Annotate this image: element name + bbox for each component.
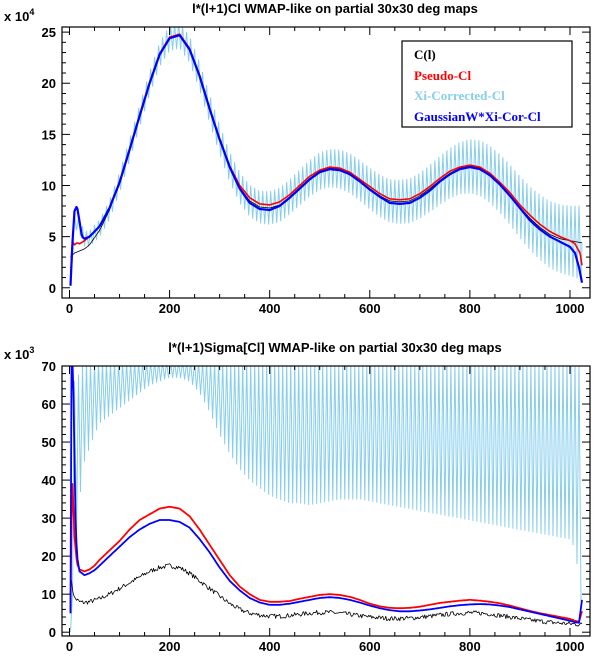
x-tick-label: 0 <box>66 639 73 654</box>
legend-entry-cl: C(l) <box>414 47 436 62</box>
y-tick-label: 60 <box>42 397 56 412</box>
axes: 0 200 400 600 800 1000 0 5 10 15 20 25 <box>42 25 590 316</box>
legend-box <box>401 40 573 128</box>
x-tick-label: 400 <box>259 639 281 654</box>
legend-entry-gaussianw-xi-cor-cl: GaussianW*Xi-Cor-Cl <box>414 109 541 124</box>
y-tick-label: 10 <box>42 179 56 194</box>
series-line-gaussianw-xi-cor-cl <box>69 366 583 624</box>
x-tick-label: 800 <box>459 301 481 316</box>
y-tick-label: 40 <box>42 473 56 488</box>
plot-frame <box>61 365 591 637</box>
bottom-y-multiplier: x 103 <box>4 345 34 362</box>
x-tick-label: 1000 <box>556 639 585 654</box>
top-panel: l*(l+1)Cl WMAP-like on partial 30x30 deg… <box>4 1 591 316</box>
series-group <box>69 366 583 633</box>
series-group <box>69 27 584 286</box>
x-tick-label: 400 <box>259 301 281 316</box>
x-tick-label: 800 <box>459 639 481 654</box>
series-line-pseudo-cl <box>69 483 583 623</box>
series-line-gaussianw-xi-cor-cl <box>69 34 584 286</box>
axes: 0 200 400 600 800 1000 0 10 20 30 40 50 60 70 <box>42 359 590 654</box>
bottom-chart-title: l*(l+1)Sigma[Cl] WMAP-like on partial 30… <box>168 340 501 355</box>
y-tick-label: 15 <box>42 127 56 142</box>
plot-frame <box>61 26 591 299</box>
y-tick-label: 70 <box>42 359 56 374</box>
x-tick-label: 600 <box>359 639 381 654</box>
legend-entry-xi-corrected-cl: Xi-Corrected-Cl <box>414 88 505 103</box>
series-line-xi-corrected-cl <box>70 366 582 633</box>
x-tick-label: 1000 <box>556 301 585 316</box>
bottom-panel: l*(l+1)Sigma[Cl] WMAP-like on partial 30… <box>4 340 591 654</box>
y-tick-label: 0 <box>49 625 56 640</box>
y-tick-label: 5 <box>49 230 56 245</box>
y-tick-label: 0 <box>49 281 56 296</box>
x-tick-label: 200 <box>159 301 181 316</box>
top-legend: C(l) Pseudo-Cl Xi-Corrected-Cl GaussianW… <box>401 40 573 128</box>
y-tick-label: 30 <box>42 511 56 526</box>
x-tick-label: 200 <box>159 639 181 654</box>
y-tick-label: 25 <box>42 25 56 40</box>
legend-entry-pseudo-cl: Pseudo-Cl <box>414 68 471 83</box>
y-tick-label: 50 <box>42 435 56 450</box>
y-tick-label: 20 <box>42 549 56 564</box>
x-tick-label: 600 <box>359 301 381 316</box>
y-tick-label: 20 <box>42 76 56 91</box>
series-line-c-l <box>70 563 583 627</box>
top-chart-title: l*(l+1)Cl WMAP-like on partial 30x30 deg… <box>192 1 478 16</box>
y-tick-label: 10 <box>42 587 56 602</box>
top-y-multiplier: x 104 <box>4 7 34 24</box>
x-tick-label: 0 <box>66 301 73 316</box>
